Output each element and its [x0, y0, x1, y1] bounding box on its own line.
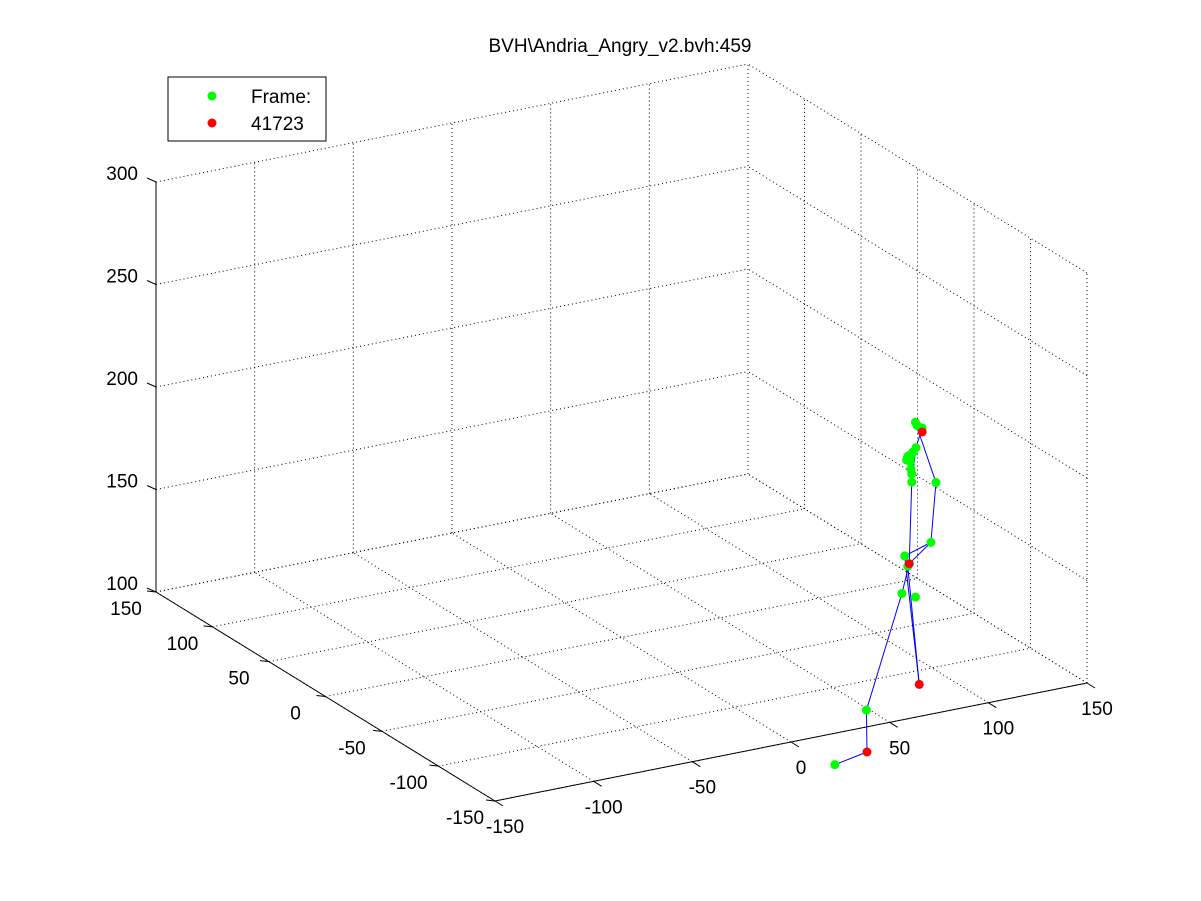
x-axis-ticks: -150 -100 -50 0 50 100 150: [486, 682, 1113, 838]
y-tick-mark: [372, 729, 383, 732]
end-effector-marker: [904, 559, 914, 569]
y-tick-label: -50: [338, 738, 365, 759]
skeleton-bone: [834, 751, 868, 766]
x-tick-mark: [494, 800, 504, 807]
skeleton-bone: [908, 482, 913, 564]
x-tick-mark: [1086, 682, 1096, 689]
x-tick-mark: [889, 721, 898, 728]
x-tick-label: 150: [1081, 699, 1113, 720]
grid-line-floor-y: [381, 612, 975, 732]
x-tick-mark: [790, 741, 800, 748]
z-axis-ticks: 100 150 200 250 300: [106, 164, 157, 595]
end-effector-marker: [914, 679, 924, 689]
joint-marker: [907, 477, 917, 487]
chart-title: BVH\Andria_Angry_v2.bvh:459: [489, 36, 752, 57]
y-tick-label: -100: [389, 773, 427, 794]
end-effector-marker: [917, 427, 927, 437]
x-tick-label: 0: [796, 758, 807, 779]
legend-label-frame: Frame:: [251, 87, 311, 108]
end-effector-marker: [862, 747, 872, 757]
legend-marker-frame: [207, 91, 217, 101]
z-tick-mark: [146, 382, 157, 388]
grid-lines: [155, 63, 1088, 802]
z-tick-label: 200: [106, 369, 138, 390]
x-tick-mark: [988, 702, 997, 709]
y-tick-label: 100: [167, 634, 199, 655]
legend-box: [167, 76, 327, 142]
joint-marker: [907, 469, 917, 479]
joint-marker: [911, 443, 921, 453]
skeleton-bone: [865, 710, 868, 753]
y-axis-ticks: -150 -100 -50 0 50 100 150: [110, 590, 496, 829]
legend-marker-number: [207, 118, 217, 128]
grid-line-floor-y: [212, 508, 805, 628]
grid-line-floor-y: [268, 543, 862, 663]
joint-marker: [926, 537, 936, 547]
legend: Frame: 41723: [167, 76, 327, 142]
z-tick-label: 100: [106, 574, 138, 595]
joint-marker: [905, 457, 915, 467]
x-tick-label: -150: [486, 817, 524, 838]
x-tick-label: -100: [585, 797, 623, 818]
skeleton-bone: [907, 566, 920, 685]
joint-marker: [900, 551, 910, 561]
joint-marker: [830, 760, 840, 770]
y-tick-mark: [429, 764, 439, 767]
y-tick-label: 0: [290, 704, 301, 725]
grid-line-back-z: [155, 63, 749, 183]
skeleton-bone: [908, 542, 932, 565]
z-tick-mark: [146, 485, 157, 490]
skeleton-joints: [830, 417, 941, 770]
grid-line-floor-y: [325, 578, 918, 697]
skeleton-bone: [904, 541, 932, 557]
x-tick-label: 50: [889, 738, 910, 759]
grid-line-floor-y: [438, 647, 1031, 767]
z-tick-mark: [146, 280, 157, 285]
skeleton-bone: [930, 482, 937, 543]
z-tick-label: 300: [106, 164, 138, 185]
y-tick-mark: [203, 625, 213, 628]
x-tick-mark: [593, 780, 602, 787]
joint-marker: [897, 588, 907, 598]
z-tick-label: 250: [106, 267, 138, 288]
y-tick-mark: [485, 799, 496, 802]
x-tick-label: 100: [982, 719, 1014, 740]
y-tick-mark: [259, 660, 270, 663]
y-tick-mark: [316, 695, 326, 697]
x-tick-mark: [692, 761, 701, 768]
skeleton-bone: [865, 593, 903, 711]
z-tick-mark: [146, 177, 157, 183]
z-tick-mark: [146, 587, 157, 593]
x-tick-label: -50: [689, 778, 716, 799]
joint-marker: [910, 592, 920, 602]
grid-line-back-z: [155, 473, 749, 593]
z-tick-label: 150: [106, 472, 138, 493]
grid-line-back-z: [155, 268, 749, 388]
joint-marker: [931, 478, 941, 488]
y-tick-label: 150: [110, 599, 142, 620]
legend-label-number: 41723: [251, 114, 304, 135]
grid-line-back-z: [155, 371, 749, 490]
y-tick-label: -150: [446, 808, 484, 829]
y-tick-label: 50: [228, 669, 249, 690]
joint-marker: [861, 705, 871, 715]
grid-line-back-z: [155, 166, 749, 285]
